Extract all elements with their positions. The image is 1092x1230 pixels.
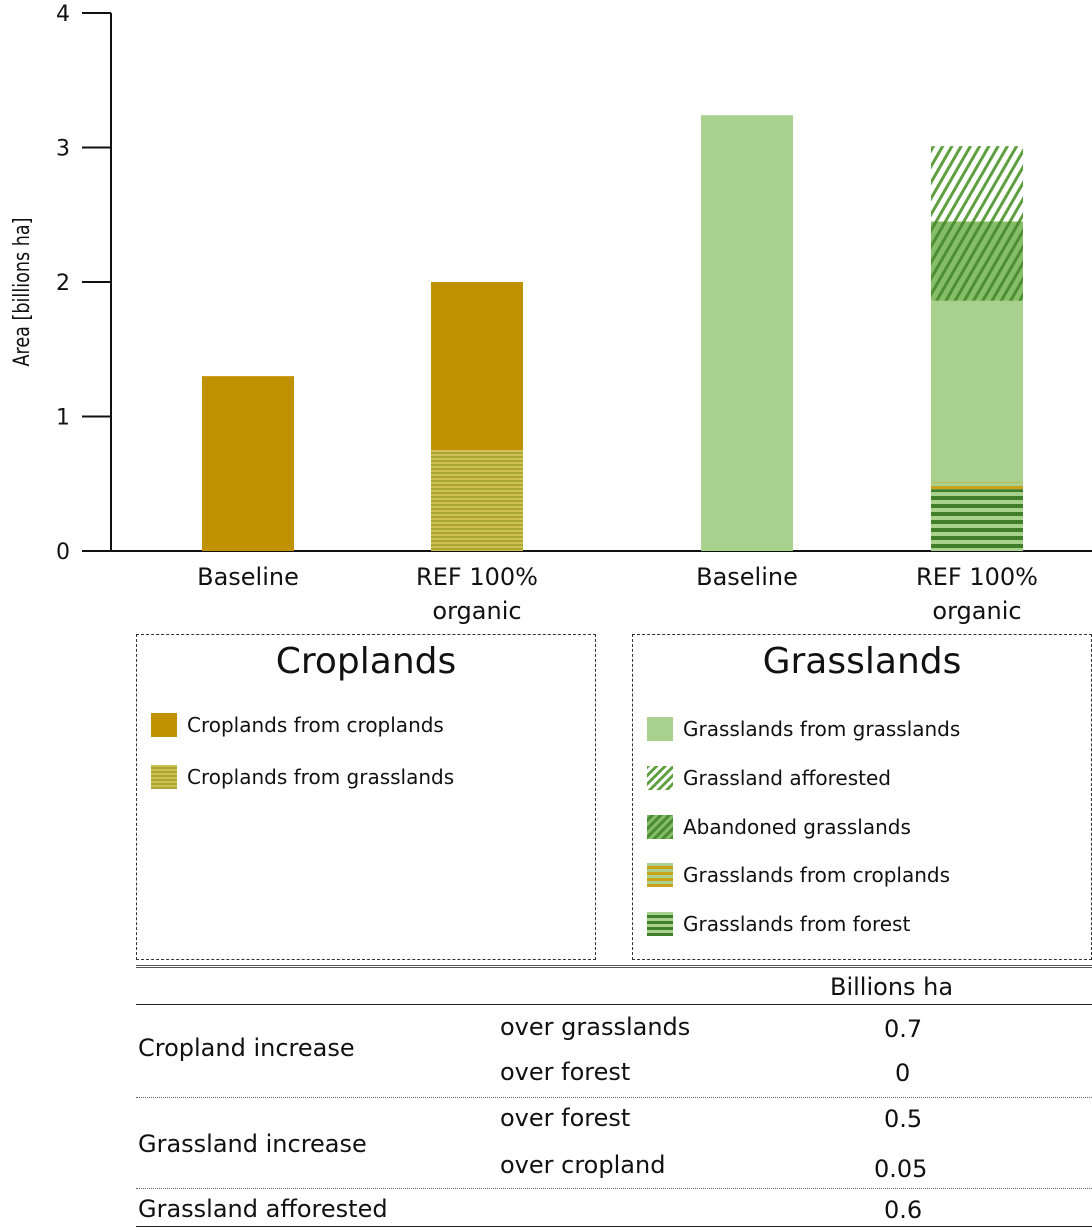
legend-item-abandoned-grasslands: Abandoned grasslands xyxy=(647,813,911,841)
legend-item-grasslands-from-grasslands: Grasslands from grasslands xyxy=(647,715,960,743)
table-row-value: 0.05 xyxy=(874,1155,928,1183)
table-row-detail: over cropland xyxy=(500,1151,666,1179)
table-row-detail: over forest xyxy=(500,1104,631,1132)
x-tick-label: REF 100% organic xyxy=(416,563,538,625)
table-row-value: 0.7 xyxy=(884,1015,923,1043)
table-top-rule xyxy=(136,965,1092,968)
table-row-rule xyxy=(136,1097,1092,1098)
table-header-rule xyxy=(136,1004,1092,1005)
table-bottom-rule xyxy=(136,1226,1092,1227)
legend-item-grassland-afforested: Grassland afforested xyxy=(647,764,891,792)
bar-segment-abandoned-grasslands xyxy=(931,221,1023,301)
table-row-rule xyxy=(136,1188,1092,1189)
y-tick-label: 1 xyxy=(56,406,70,431)
bar-segment-grasslands-from-croplands xyxy=(931,482,1023,490)
x-tick-label: Baseline xyxy=(197,563,299,591)
legend-label: Croplands from grasslands xyxy=(187,765,455,789)
x-tick-labels: Baseline REF 100% organic Baseline REF 100% o… xyxy=(197,563,1038,625)
bar-segment-grasslands-from-grasslands xyxy=(701,115,793,551)
bar-segment-croplands-from-croplands xyxy=(431,282,523,451)
legend-swatch xyxy=(647,766,673,790)
y-tick-label: 4 xyxy=(56,2,70,27)
table-row-detail: over forest xyxy=(500,1058,631,1086)
bars xyxy=(202,115,1023,551)
bar-segment-grasslands-from-grasslands xyxy=(931,300,1023,483)
bar-segment-grassland-afforested xyxy=(931,146,1023,222)
legend-item-grasslands-from-forest: Grasslands from forest xyxy=(647,910,910,938)
table-row-value: 0.5 xyxy=(884,1105,923,1133)
grasslands-legend: Grasslands Grasslands from grasslands Gr… xyxy=(632,634,1092,960)
legend-label: Grasslands from croplands xyxy=(683,863,950,887)
bar-segment-croplands-from-grasslands xyxy=(431,450,523,551)
y-tick-label: 0 xyxy=(56,540,70,565)
legend-swatch xyxy=(647,863,673,887)
table-row-value: 0.6 xyxy=(884,1196,923,1224)
legend-item-croplands-from-croplands: Croplands from croplands xyxy=(151,711,444,739)
y-tick-label: 2 xyxy=(56,271,70,296)
croplands-legend: Croplands Croplands from croplands Cropl… xyxy=(136,634,596,960)
table-column-header: Billions ha xyxy=(830,973,954,1001)
table-row-value: 0 xyxy=(895,1059,911,1087)
bar-segment-grasslands-from-forest xyxy=(931,489,1023,551)
legend-item-croplands-from-grasslands: Croplands from grasslands xyxy=(151,763,454,791)
croplands-legend-title: Croplands xyxy=(275,641,457,682)
legend-swatch xyxy=(647,717,673,741)
y-tick-label: 3 xyxy=(56,137,70,162)
legend-label: Grasslands from grasslands xyxy=(683,717,961,741)
x-tick-label: Baseline xyxy=(696,563,798,591)
table-group-label: Cropland increase xyxy=(138,1034,355,1062)
grasslands-legend-title: Grasslands xyxy=(762,641,962,682)
y-axis: 0 1 2 3 4 Area [billions ha] xyxy=(9,2,1092,565)
legend-swatch xyxy=(647,815,673,839)
legend-label: Grasslands from forest xyxy=(683,912,911,936)
legend-swatch xyxy=(151,765,177,789)
bar-segment-croplands-from-croplands xyxy=(202,376,294,551)
legend-swatch xyxy=(647,912,673,936)
legend-swatch xyxy=(151,713,177,737)
legend-label: Grassland afforested xyxy=(683,766,891,790)
x-tick-label: REF 100% organic xyxy=(916,563,1038,625)
table-group-label: Grassland increase xyxy=(138,1130,367,1158)
table-group-label: Grassland afforested xyxy=(138,1195,388,1223)
y-axis-label: Area [billions ha] xyxy=(9,217,34,366)
stacked-bar-chart: 0 1 2 3 4 Area [billions ha] Baseline REF 100%… xyxy=(9,2,1092,625)
legend-item-grasslands-from-croplands: Grasslands from croplands xyxy=(647,861,950,889)
legend-label: Croplands from croplands xyxy=(187,713,444,737)
legend-label: Abandoned grasslands xyxy=(683,815,911,839)
table-row-detail: over grasslands xyxy=(500,1013,691,1041)
